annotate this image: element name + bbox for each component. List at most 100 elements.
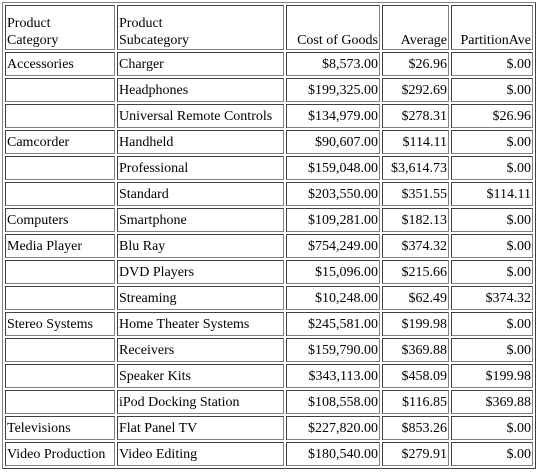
cell-partition-ave: $369.88 bbox=[451, 390, 533, 414]
table-row: Media Player Blu Ray $754,249.00 $374.32 $.0… bbox=[5, 234, 533, 258]
cell-cost-of-goods: $108,558.00 bbox=[286, 390, 380, 414]
header-partition-ave-label: PartitionAve bbox=[460, 33, 531, 48]
cell-average: $279.91 bbox=[382, 442, 449, 466]
header-average-label: Average bbox=[400, 33, 447, 48]
report-body: Accessories Charger $8,573.00 $26.96 $.00 Hea… bbox=[5, 52, 533, 466]
header-product-category-label: Product Category bbox=[7, 16, 59, 48]
cell-product-category bbox=[5, 156, 115, 180]
table-row: Computers Smartphone $109,281.00 $182.13 $.0… bbox=[5, 208, 533, 232]
cell-product-subcategory: iPod Docking Station bbox=[117, 390, 284, 414]
cell-average: $278.31 bbox=[382, 104, 449, 128]
table-row: Speaker Kits $343,113.00 $458.09 $199.98 bbox=[5, 364, 533, 388]
cell-product-subcategory: Smartphone bbox=[117, 208, 284, 232]
table-row: Streaming $10,248.00 $62.49 $374.32 bbox=[5, 286, 533, 310]
cell-average: $26.96 bbox=[382, 52, 449, 76]
cell-product-category: Televisions bbox=[5, 416, 115, 440]
cell-partition-ave: $199.98 bbox=[451, 364, 533, 388]
cell-partition-ave: $.00 bbox=[451, 260, 533, 284]
cell-partition-ave: $.00 bbox=[451, 52, 533, 76]
header-partition-ave: PartitionAve bbox=[451, 5, 533, 50]
cell-average: $853.26 bbox=[382, 416, 449, 440]
cell-average: $3,614.73 bbox=[382, 156, 449, 180]
cell-partition-ave: $.00 bbox=[451, 442, 533, 466]
cell-product-category: Camcorder bbox=[5, 130, 115, 154]
cell-cost-of-goods: $754,249.00 bbox=[286, 234, 380, 258]
cell-cost-of-goods: $199,325.00 bbox=[286, 78, 380, 102]
cell-average: $182.13 bbox=[382, 208, 449, 232]
cell-product-category: Stereo Systems bbox=[5, 312, 115, 336]
cell-cost-of-goods: $203,550.00 bbox=[286, 182, 380, 206]
cell-product-category bbox=[5, 364, 115, 388]
cell-cost-of-goods: $10,248.00 bbox=[286, 286, 380, 310]
table-row: Accessories Charger $8,573.00 $26.96 $.00 bbox=[5, 52, 533, 76]
cell-partition-ave: $374.32 bbox=[451, 286, 533, 310]
header-product-subcategory-label: Product Subcategory bbox=[119, 16, 189, 48]
table-row: DVD Players $15,096.00 $215.66 $.00 bbox=[5, 260, 533, 284]
cell-product-category: Computers bbox=[5, 208, 115, 232]
cell-product-category: Media Player bbox=[5, 234, 115, 258]
header-product-subcategory: Product Subcategory bbox=[117, 5, 284, 50]
cell-partition-ave: $.00 bbox=[451, 208, 533, 232]
table-row: Receivers $159,790.00 $369.88 $.00 bbox=[5, 338, 533, 362]
table-row: Stereo Systems Home Theater Systems $245,5… bbox=[5, 312, 533, 336]
cell-product-category bbox=[5, 338, 115, 362]
cell-average: $374.32 bbox=[382, 234, 449, 258]
cell-partition-ave: $26.96 bbox=[451, 104, 533, 128]
cell-average: $369.88 bbox=[382, 338, 449, 362]
cell-product-subcategory: Handheld bbox=[117, 130, 284, 154]
cell-product-subcategory: DVD Players bbox=[117, 260, 284, 284]
cell-product-category: Accessories bbox=[5, 52, 115, 76]
cell-average: $62.49 bbox=[382, 286, 449, 310]
cell-partition-ave: $.00 bbox=[451, 416, 533, 440]
cell-partition-ave: $.00 bbox=[451, 312, 533, 336]
cell-product-subcategory: Streaming bbox=[117, 286, 284, 310]
cell-product-category bbox=[5, 286, 115, 310]
cell-product-category bbox=[5, 182, 115, 206]
table-row: Video Production Video Editing $180,540.00… bbox=[5, 442, 533, 466]
cell-average: $215.66 bbox=[382, 260, 449, 284]
cell-average: $114.11 bbox=[382, 130, 449, 154]
cell-product-subcategory: Professional bbox=[117, 156, 284, 180]
cell-product-subcategory: Video Editing bbox=[117, 442, 284, 466]
cell-cost-of-goods: $159,048.00 bbox=[286, 156, 380, 180]
cell-partition-ave: $.00 bbox=[451, 338, 533, 362]
cell-cost-of-goods: $343,113.00 bbox=[286, 364, 380, 388]
cell-cost-of-goods: $8,573.00 bbox=[286, 52, 380, 76]
table-row: Universal Remote Controls $134,979.00 $278… bbox=[5, 104, 533, 128]
cell-average: $116.85 bbox=[382, 390, 449, 414]
table-row: Headphones $199,325.00 $292.69 $.00 bbox=[5, 78, 533, 102]
cell-product-category bbox=[5, 78, 115, 102]
cell-product-subcategory: Blu Ray bbox=[117, 234, 284, 258]
cell-partition-ave: $.00 bbox=[451, 234, 533, 258]
cell-cost-of-goods: $227,820.00 bbox=[286, 416, 380, 440]
table-row: Standard $203,550.00 $351.55 $114.11 bbox=[5, 182, 533, 206]
table-row: Camcorder Handheld $90,607.00 $114.11 $.00 bbox=[5, 130, 533, 154]
cell-cost-of-goods: $134,979.00 bbox=[286, 104, 380, 128]
report-table: Product Category Product Subcategory Cos… bbox=[2, 2, 536, 469]
cell-product-subcategory: Receivers bbox=[117, 338, 284, 362]
cell-cost-of-goods: $245,581.00 bbox=[286, 312, 380, 336]
table-row: iPod Docking Station $108,558.00 $116.85 $3… bbox=[5, 390, 533, 414]
header-product-category: Product Category bbox=[5, 5, 115, 50]
cell-product-subcategory: Universal Remote Controls bbox=[117, 104, 284, 128]
cell-product-subcategory: Standard bbox=[117, 182, 284, 206]
header-average: Average bbox=[382, 5, 449, 50]
cell-product-category: Video Production bbox=[5, 442, 115, 466]
cell-product-category bbox=[5, 260, 115, 284]
cell-average: $351.55 bbox=[382, 182, 449, 206]
table-row: Televisions Flat Panel TV $227,820.00 $853.… bbox=[5, 416, 533, 440]
cell-product-subcategory: Flat Panel TV bbox=[117, 416, 284, 440]
table-row: Professional $159,048.00 $3,614.73 $.00 bbox=[5, 156, 533, 180]
cell-partition-ave: $.00 bbox=[451, 130, 533, 154]
cell-product-subcategory: Headphones bbox=[117, 78, 284, 102]
cell-cost-of-goods: $180,540.00 bbox=[286, 442, 380, 466]
cell-product-subcategory: Charger bbox=[117, 52, 284, 76]
cell-average: $199.98 bbox=[382, 312, 449, 336]
cell-cost-of-goods: $109,281.00 bbox=[286, 208, 380, 232]
cell-cost-of-goods: $15,096.00 bbox=[286, 260, 380, 284]
header-cost-of-goods-label: Cost of Goods bbox=[297, 33, 378, 48]
header-cost-of-goods: Cost of Goods bbox=[286, 5, 380, 50]
cell-average: $458.09 bbox=[382, 364, 449, 388]
cell-partition-ave: $.00 bbox=[451, 156, 533, 180]
cell-cost-of-goods: $90,607.00 bbox=[286, 130, 380, 154]
